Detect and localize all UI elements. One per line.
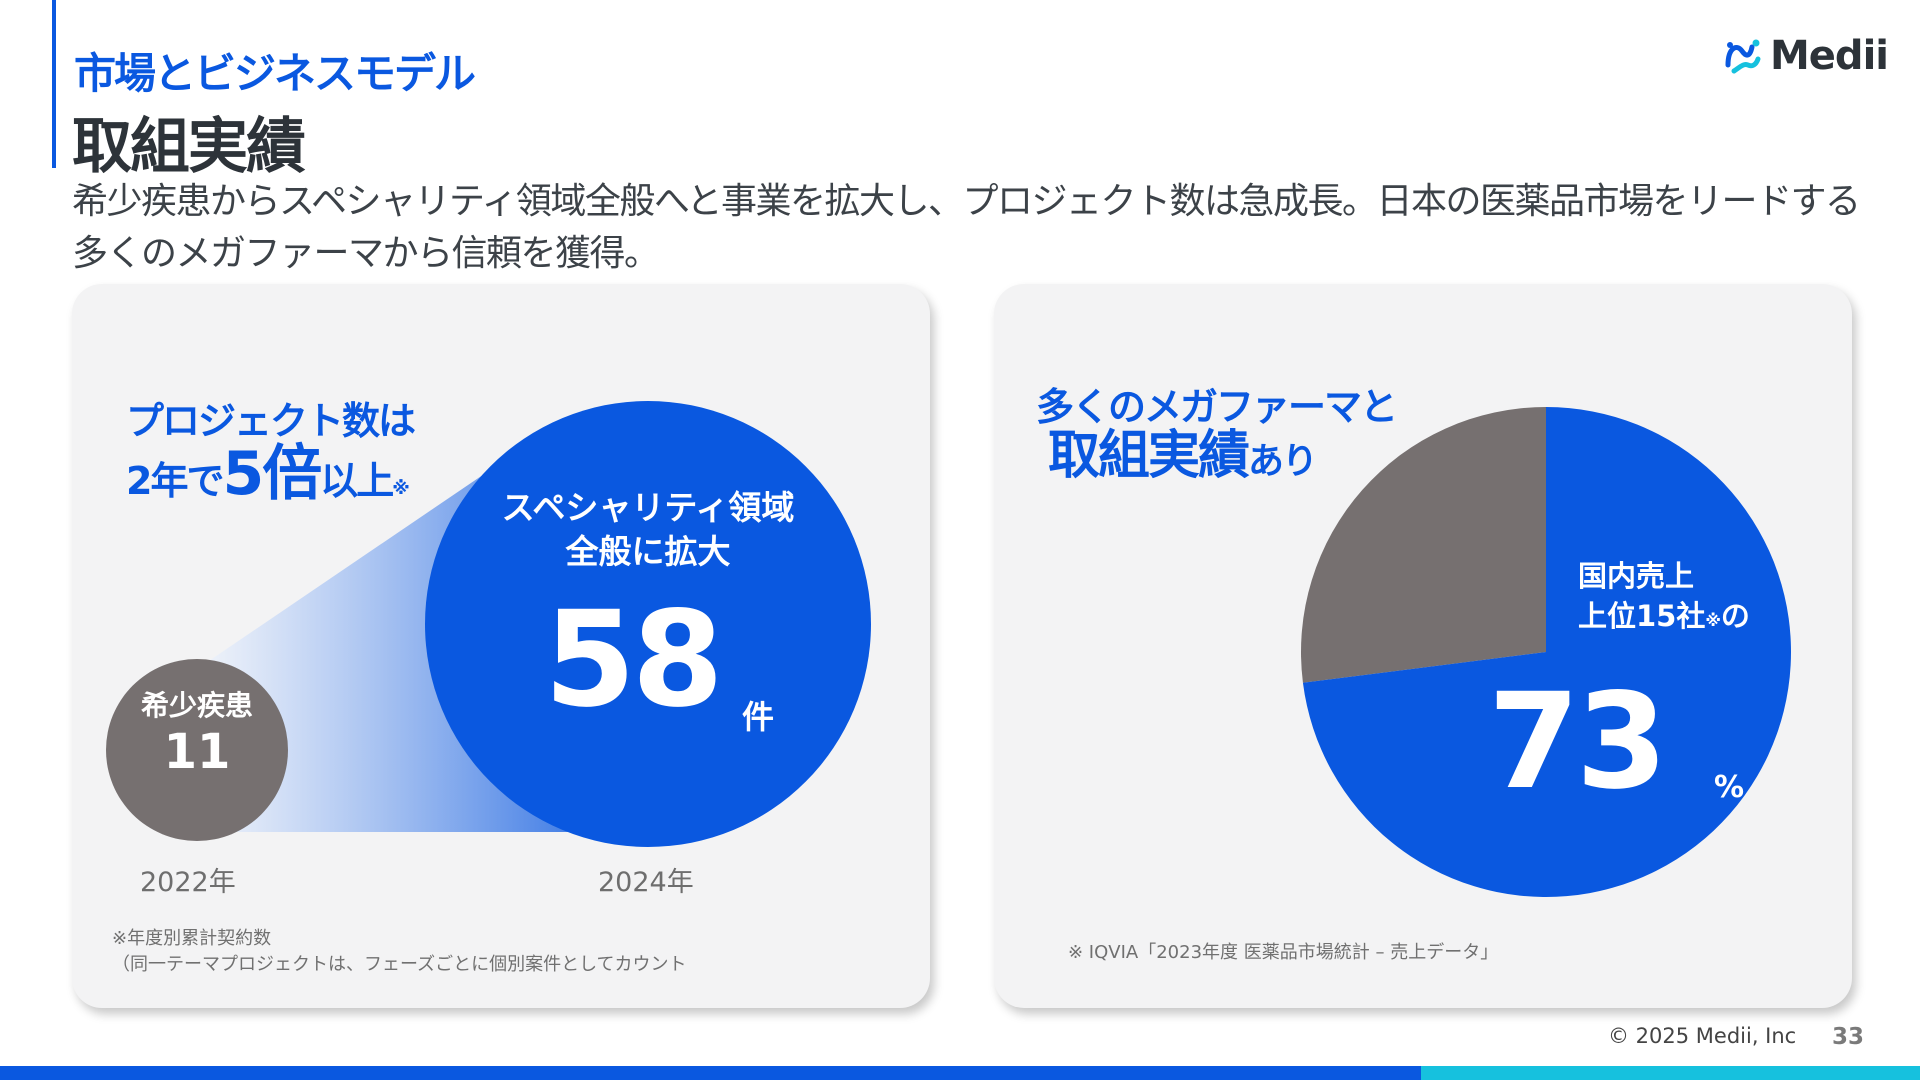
big-circle xyxy=(425,401,871,847)
growth-visual xyxy=(106,401,871,847)
pie-label-line2-post: の xyxy=(1720,599,1750,633)
header-accent-rule xyxy=(52,0,56,168)
pie-unit: % xyxy=(1714,770,1745,805)
pharma-pie-chart xyxy=(1301,407,1791,897)
page-number: 33 xyxy=(1832,1024,1865,1050)
pharma-headline-line1: 多くのメガファーマと xyxy=(1036,385,1398,429)
pie-label: 国内売上 上位15社※の xyxy=(1578,556,1750,641)
logo-text: Medii xyxy=(1770,33,1889,79)
company-logo: Medii xyxy=(1722,30,1889,82)
year-2022: 2022年 xyxy=(140,867,236,898)
growth-headline-big: 5倍 xyxy=(222,439,322,509)
pie-label-line2: 上位15社※の xyxy=(1578,596,1750,641)
footer-bar xyxy=(0,1066,1920,1080)
page-title: 取組実績 xyxy=(72,112,306,182)
medii-logo-icon xyxy=(1725,39,1761,74)
section-label: 市場とビジネスモデル xyxy=(74,49,476,98)
growth-headline-pre: 2年で xyxy=(126,459,224,503)
pie-slice-share xyxy=(1302,407,1791,897)
small-circle-value: 11 xyxy=(163,724,231,780)
pie-label-line2-pre: 上位15社 xyxy=(1578,599,1706,633)
big-circle-label: スペシャリティ領域 全般に拡大 xyxy=(448,486,848,574)
growth-headline-post: 以上 xyxy=(320,459,394,503)
growth-footnote-line2: （同一テーマプロジェクトは、フェーズごとに個別案件としてカウント xyxy=(112,954,687,975)
big-circle-unit: 件 xyxy=(742,698,775,736)
growth-headline-mark: ※ xyxy=(392,478,409,499)
pie-label-mark: ※ xyxy=(1705,611,1721,630)
big-circle-value: 58 xyxy=(544,583,724,737)
project-growth-card: プロジェクト数は 2年で5倍以上※ 希少疾患 11 スペシャリティ領域 全般に拡… xyxy=(72,284,930,1008)
pharma-headline-post: あり xyxy=(1248,441,1318,482)
pie-value: 73 xyxy=(1488,665,1668,819)
pharma-headline-big: 取組実績 xyxy=(1048,426,1250,486)
small-circle xyxy=(106,659,288,841)
megapharma-card: 多くのメガファーマと 取組実績あり 国内売上 上位15社※の 73 % ※ IQ… xyxy=(994,284,1852,1008)
pie-label-line1: 国内売上 xyxy=(1578,559,1695,593)
pie-slice-rest xyxy=(1301,407,1546,683)
pharma-footnote: ※ IQVIA「2023年度 医薬品市場統計 – 売上データ」 xyxy=(1068,942,1499,963)
lead-text: 希少疾患からスペシャリティ領域全般へと事業を拡大し、プロジェクト数は急成長。日本… xyxy=(72,181,1861,274)
growth-footnote: ※年度別累計契約数 （同一テーマプロジェクトは、フェーズごとに個別案件としてカウ… xyxy=(112,926,687,978)
small-circle-label: 希少疾患 xyxy=(140,689,253,722)
copyright: © 2025 Medii, Inc xyxy=(1608,1024,1797,1048)
big-circle-label-line1: スペシャリティ領域 xyxy=(501,488,795,527)
growth-footnote-line1: ※年度別累計契約数 xyxy=(112,928,272,949)
growth-headline-line2: 2年で5倍以上※ xyxy=(126,439,410,521)
year-2024: 2024年 xyxy=(598,867,694,898)
big-circle-label-line2: 全般に拡大 xyxy=(565,532,731,571)
pharma-headline-line2: 取組実績あり xyxy=(1048,424,1318,500)
growth-headline-line1: プロジェクト数は xyxy=(126,399,416,443)
